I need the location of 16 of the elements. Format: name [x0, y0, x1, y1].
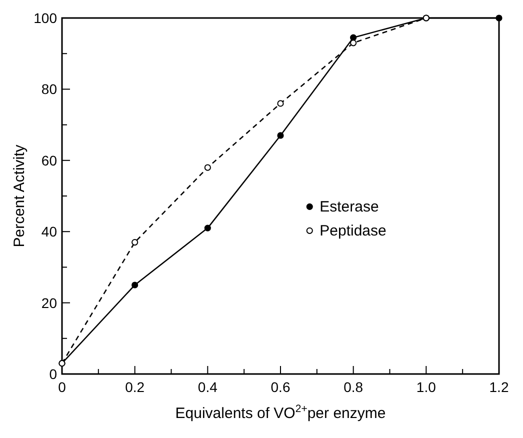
y-tick-label: 80: [41, 81, 58, 98]
x-tick-label: 0.8: [344, 379, 364, 395]
x-axis-title: Equivalents of VO$^{2+}$per enzyme: [175, 403, 386, 422]
y-tick-label: 20: [41, 294, 58, 311]
x-tick-label: 1.0: [416, 379, 436, 395]
x-tick-label: 0.2: [125, 379, 145, 395]
y-axis-title: Percent Activity: [11, 144, 28, 248]
y-tick-label: 60: [41, 152, 58, 168]
y-tick-label: 0: [49, 366, 58, 382]
legend-label: Peptidase: [320, 222, 386, 240]
y-tick-label: 40: [41, 224, 58, 240]
y-tick-label: 100: [34, 10, 58, 26]
legend-label: Esterase: [320, 198, 379, 216]
x-tick-label: 0.6: [270, 379, 290, 395]
x-tick-label: 1.2: [489, 379, 509, 395]
x-tick-label: 0.4: [198, 379, 218, 395]
